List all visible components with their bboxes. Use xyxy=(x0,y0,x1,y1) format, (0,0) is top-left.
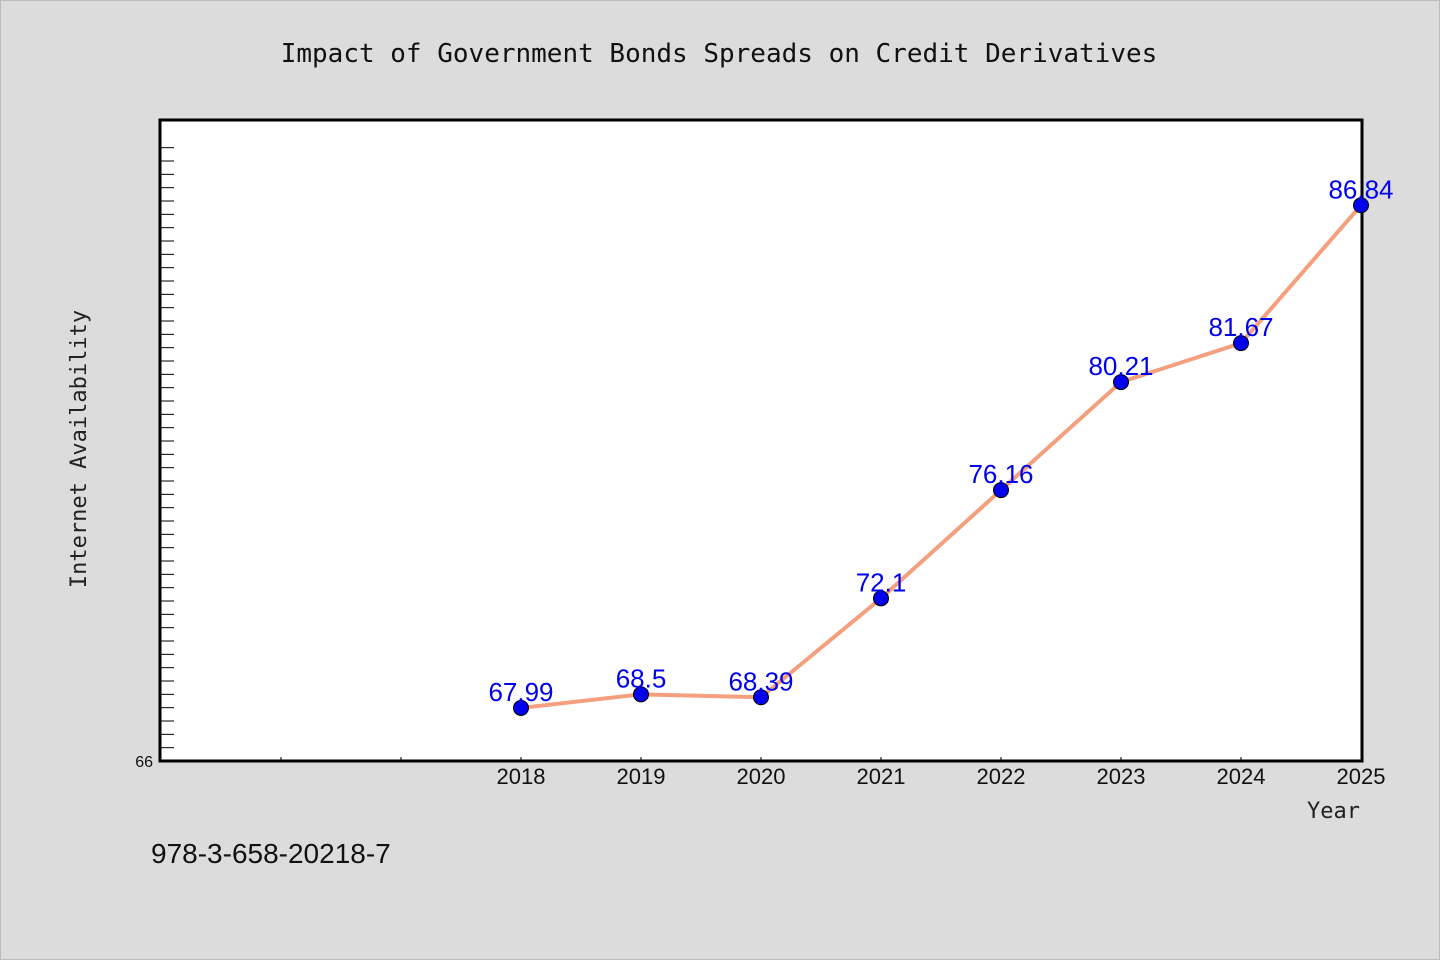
x-axis-ticks xyxy=(280,757,1242,761)
data-label-2024: 81.67 xyxy=(1208,312,1273,342)
footer-isbn: 978-3-658-20218-7 xyxy=(151,838,391,869)
data-point-2023 xyxy=(1113,374,1129,391)
data-label-2018: 67.99 xyxy=(488,677,553,707)
y-axis-ticks xyxy=(161,147,174,749)
data-markers xyxy=(513,197,1369,716)
x-tick-label-2025: 2025 xyxy=(1337,764,1386,789)
y-axis-title: Internet Availability xyxy=(67,310,92,588)
x-tick-label-2023: 2023 xyxy=(1097,764,1146,789)
data-label-2023: 80.21 xyxy=(1088,351,1153,381)
data-label-2020: 68.39 xyxy=(728,666,793,696)
y-tick-label-66: 66 xyxy=(135,754,153,771)
data-point-2019 xyxy=(633,686,649,703)
x-tick-label-2022: 2022 xyxy=(977,764,1026,789)
data-point-2024 xyxy=(1233,335,1249,352)
x-axis-tick-labels: 2018 2019 2020 2021 2022 2023 2024 2025 xyxy=(497,764,1386,789)
data-label-2021: 72.1 xyxy=(856,567,907,597)
x-tick-label-2018: 2018 xyxy=(497,764,546,789)
data-label-2022: 76.16 xyxy=(968,459,1033,489)
chart-title: Impact of Government Bonds Spreads on Cr… xyxy=(281,39,1158,69)
data-label-2019: 68.5 xyxy=(616,663,667,693)
x-tick-label-2020: 2020 xyxy=(737,764,786,789)
data-point-2018 xyxy=(513,699,529,716)
data-point-2025 xyxy=(1353,197,1369,214)
data-point-2021 xyxy=(873,590,889,607)
data-label-2025: 86.84 xyxy=(1328,174,1393,204)
data-point-2020 xyxy=(753,689,769,706)
x-tick-label-2019: 2019 xyxy=(617,764,666,789)
plot-area xyxy=(158,118,1364,763)
x-tick-label-2021: 2021 xyxy=(857,764,906,789)
data-labels: 67.99 68.5 68.39 72.1 76.16 80.21 81.67 86.84 xyxy=(488,174,1393,707)
series-line xyxy=(519,203,1363,710)
x-axis-title: Year xyxy=(1307,799,1360,824)
data-point-2022 xyxy=(993,482,1009,499)
x-tick-label-2024: 2024 xyxy=(1217,764,1266,789)
